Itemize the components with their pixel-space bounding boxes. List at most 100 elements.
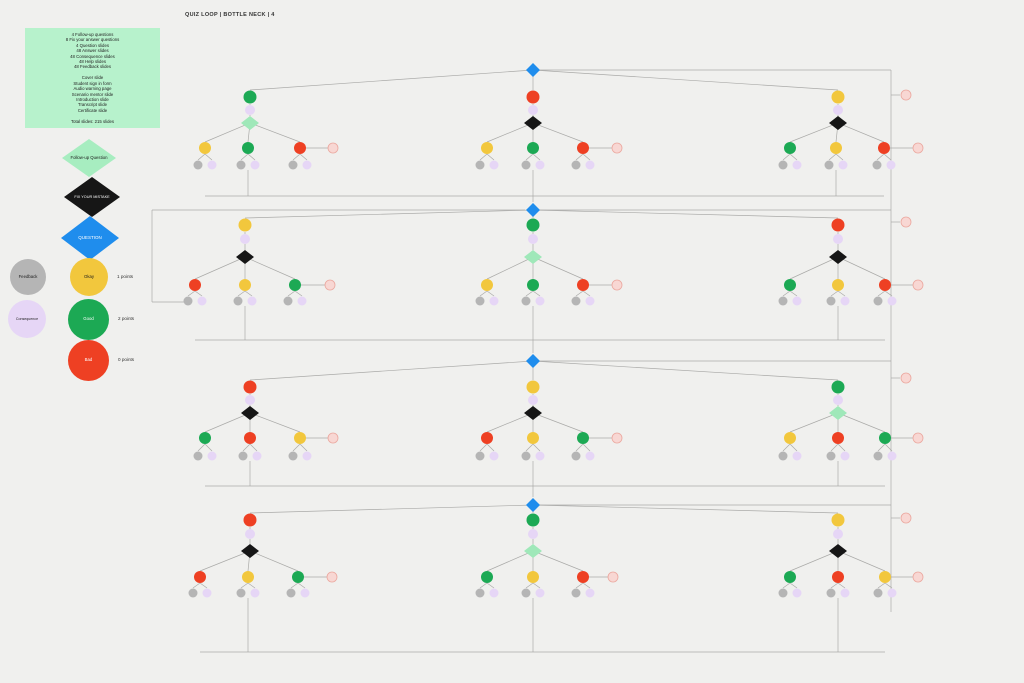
consequence-node[interactable]: [202, 588, 212, 598]
follow-up-question-diamond[interactable]: [829, 406, 847, 420]
consequence-node[interactable]: [840, 296, 850, 306]
feedback-node[interactable]: [778, 296, 788, 306]
answer-node-good[interactable]: [527, 142, 539, 154]
feedback-node[interactable]: [475, 588, 485, 598]
feedback-node[interactable]: [236, 588, 246, 598]
consequence-node[interactable]: [792, 451, 802, 461]
feedback-node[interactable]: [778, 160, 788, 170]
exit-node[interactable]: [607, 571, 619, 583]
exit-node[interactable]: [611, 279, 623, 291]
answer-node-bad[interactable]: [577, 279, 589, 291]
answer-node-okay[interactable]: [238, 218, 252, 232]
answer-node-okay[interactable]: [239, 279, 251, 291]
feedback-node[interactable]: [571, 160, 581, 170]
consequence-node[interactable]: [197, 296, 207, 306]
answer-node-okay[interactable]: [831, 513, 845, 527]
answer-node-good[interactable]: [577, 432, 589, 444]
exit-node[interactable]: [900, 216, 912, 228]
consequence-node[interactable]: [245, 529, 255, 539]
answer-node-good[interactable]: [289, 279, 301, 291]
fix-your-mistake-diamond[interactable]: [236, 250, 254, 264]
answer-node-good[interactable]: [879, 432, 891, 444]
feedback-node[interactable]: [475, 160, 485, 170]
question-node[interactable]: [526, 203, 540, 217]
consequence-node[interactable]: [833, 234, 843, 244]
answer-node-good[interactable]: [481, 571, 493, 583]
answer-node-good[interactable]: [242, 142, 254, 154]
answer-node-good[interactable]: [526, 218, 540, 232]
slide-summary-box[interactable]: 4 Follow-up questions 8 Fix your answer q…: [25, 28, 160, 128]
answer-node-okay[interactable]: [242, 571, 254, 583]
consequence-node[interactable]: [250, 588, 260, 598]
feedback-node[interactable]: [521, 160, 531, 170]
answer-node-okay[interactable]: [481, 279, 493, 291]
consequence-node[interactable]: [585, 588, 595, 598]
answer-node-good[interactable]: [243, 90, 257, 104]
consequence-node[interactable]: [585, 160, 595, 170]
exit-node[interactable]: [611, 432, 623, 444]
answer-node-bad[interactable]: [243, 513, 257, 527]
feedback-node[interactable]: [873, 588, 883, 598]
consequence-node[interactable]: [838, 160, 848, 170]
feedback-node[interactable]: [571, 451, 581, 461]
consequence-node[interactable]: [489, 588, 499, 598]
follow-up-question-diamond[interactable]: [524, 250, 542, 264]
answer-node-okay[interactable]: [831, 90, 845, 104]
feedback-node[interactable]: [778, 588, 788, 598]
consequence-node[interactable]: [207, 160, 217, 170]
follow-up-question-diamond[interactable]: [241, 116, 259, 130]
answer-node-bad[interactable]: [831, 218, 845, 232]
consequence-node[interactable]: [207, 451, 217, 461]
feedback-node[interactable]: [183, 296, 193, 306]
consequence-node[interactable]: [489, 451, 499, 461]
consequence-node[interactable]: [840, 451, 850, 461]
consequence-node[interactable]: [585, 451, 595, 461]
feedback-node[interactable]: [283, 296, 293, 306]
consequence-node[interactable]: [297, 296, 307, 306]
legend-good-circle[interactable]: Good: [68, 299, 109, 340]
answer-node-okay[interactable]: [199, 142, 211, 154]
answer-node-good[interactable]: [199, 432, 211, 444]
answer-node-okay[interactable]: [830, 142, 842, 154]
fix-your-mistake-diamond[interactable]: [241, 406, 259, 420]
feedback-node[interactable]: [521, 451, 531, 461]
consequence-node[interactable]: [840, 588, 850, 598]
answer-node-okay[interactable]: [526, 380, 540, 394]
feedback-node[interactable]: [521, 588, 531, 598]
consequence-node[interactable]: [833, 529, 843, 539]
feedback-node[interactable]: [288, 451, 298, 461]
answer-node-okay[interactable]: [784, 432, 796, 444]
answer-node-bad[interactable]: [577, 571, 589, 583]
consequence-node[interactable]: [489, 296, 499, 306]
feedback-node[interactable]: [475, 296, 485, 306]
consequence-node[interactable]: [489, 160, 499, 170]
feedback-node[interactable]: [873, 296, 883, 306]
legend-bad-circle[interactable]: Bad: [68, 340, 109, 381]
consequence-node[interactable]: [886, 160, 896, 170]
consequence-node[interactable]: [585, 296, 595, 306]
answer-node-okay[interactable]: [527, 571, 539, 583]
answer-node-good[interactable]: [527, 279, 539, 291]
answer-node-bad[interactable]: [526, 90, 540, 104]
fix-your-mistake-diamond[interactable]: [241, 544, 259, 558]
answer-node-okay[interactable]: [832, 279, 844, 291]
consequence-node[interactable]: [833, 105, 843, 115]
question-node[interactable]: [526, 354, 540, 368]
answer-node-bad[interactable]: [832, 432, 844, 444]
exit-node[interactable]: [900, 372, 912, 384]
feedback-node[interactable]: [826, 588, 836, 598]
consequence-node[interactable]: [535, 296, 545, 306]
feedback-node[interactable]: [193, 160, 203, 170]
consequence-node[interactable]: [245, 105, 255, 115]
feedback-node[interactable]: [475, 451, 485, 461]
exit-node[interactable]: [912, 279, 924, 291]
feedback-node[interactable]: [521, 296, 531, 306]
feedback-node[interactable]: [826, 296, 836, 306]
answer-node-bad[interactable]: [879, 279, 891, 291]
feedback-node[interactable]: [233, 296, 243, 306]
consequence-node[interactable]: [535, 451, 545, 461]
answer-node-bad[interactable]: [243, 380, 257, 394]
consequence-node[interactable]: [528, 529, 538, 539]
answer-node-bad[interactable]: [194, 571, 206, 583]
consequence-node[interactable]: [250, 160, 260, 170]
